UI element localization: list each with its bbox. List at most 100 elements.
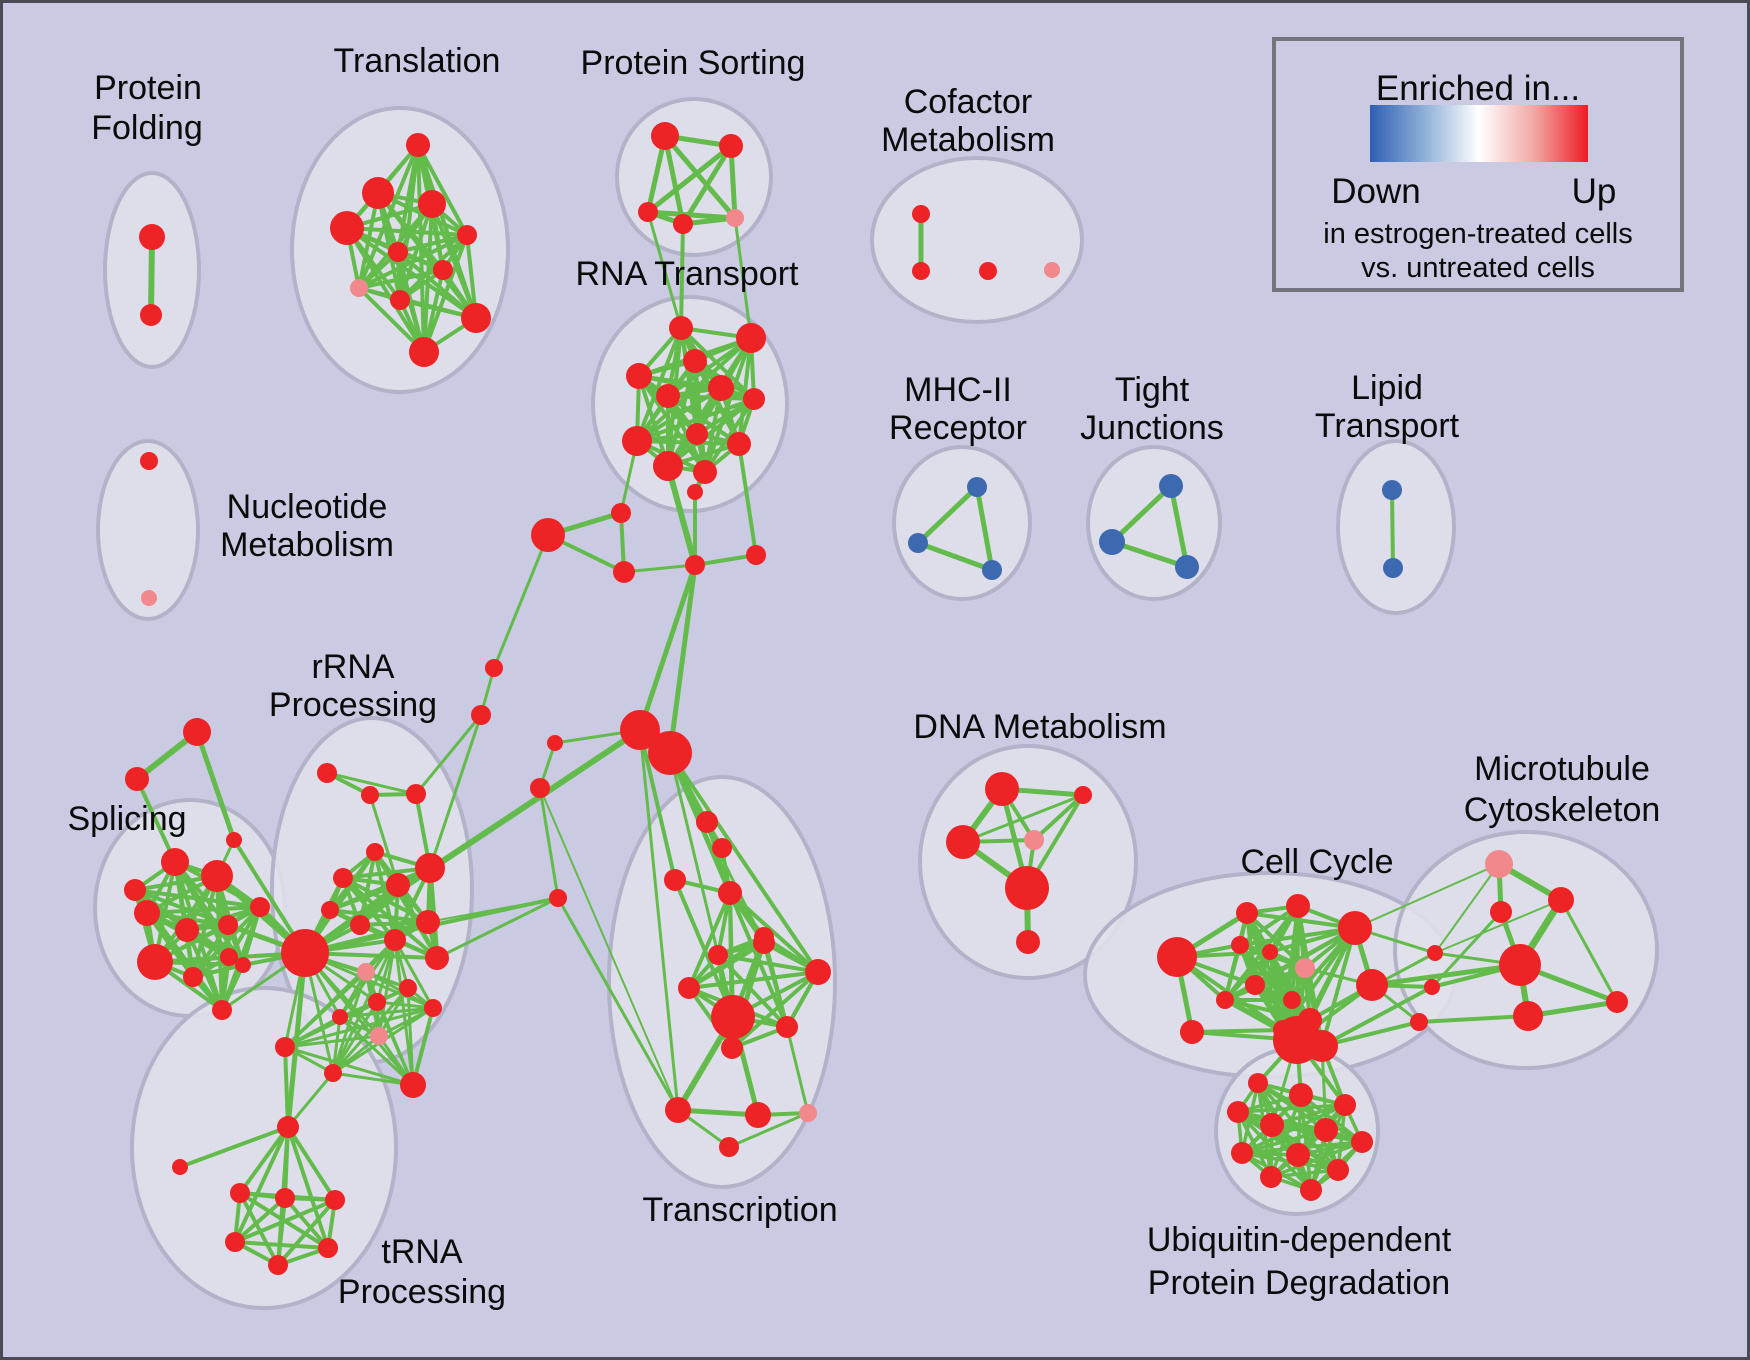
splicing-node-8[interactable] (175, 918, 199, 942)
rrna-processing-node-21[interactable] (425, 946, 449, 970)
ubiquitin-degradation-node-2[interactable] (1334, 1094, 1356, 1116)
rrna-processing-node-17[interactable] (370, 1027, 388, 1045)
mhc-ii-receptor-node-0[interactable] (967, 477, 987, 497)
microtubule-cytoskeleton-node-5[interactable] (1606, 991, 1628, 1013)
tight-junctions-node-2[interactable] (1175, 555, 1199, 579)
rrna-processing-node-7[interactable] (321, 901, 339, 919)
cell-cycle-node-17[interactable] (1424, 979, 1440, 995)
translation-node-10[interactable] (409, 337, 439, 367)
cell-cycle-node-5[interactable] (1295, 958, 1315, 978)
tight-junctions-node-0[interactable] (1159, 474, 1183, 498)
splicing-node-14[interactable] (212, 1000, 232, 1020)
cell-cycle-node-7[interactable] (1262, 944, 1278, 960)
transcription-node-2[interactable] (805, 959, 831, 985)
microtubule-cytoskeleton-node-2[interactable] (1490, 901, 1512, 923)
splicing-node-5[interactable] (201, 860, 233, 892)
transcription-node-3[interactable] (678, 977, 700, 999)
rna-transport-node-6[interactable] (743, 388, 765, 410)
ubiquitin-degradation-node-5[interactable] (1314, 1118, 1338, 1142)
connectors-node-2[interactable] (531, 518, 565, 552)
dna-metabolism-node-0[interactable] (985, 772, 1019, 806)
cell-cycle-node-1[interactable] (1180, 1020, 1204, 1044)
rna-transport-node-10[interactable] (653, 451, 683, 481)
rrna-processing-node-1[interactable] (361, 786, 379, 804)
rna-transport-node-7[interactable] (622, 426, 652, 456)
connectors-node-1[interactable] (611, 503, 631, 523)
tight-junctions-node-1[interactable] (1099, 529, 1125, 555)
connectors-node-6[interactable] (620, 710, 660, 750)
trna-processing-node-7[interactable] (268, 1255, 288, 1275)
transcription-node-5[interactable] (776, 1016, 798, 1038)
transcription-node-15[interactable] (754, 927, 774, 947)
cell-cycle-node-4[interactable] (1338, 911, 1372, 945)
rrna-processing-node-3[interactable] (366, 843, 384, 861)
microtubule-cytoskeleton-node-1[interactable] (1548, 887, 1574, 913)
rna-transport-node-11[interactable] (693, 460, 717, 484)
protein-folding-node-1[interactable] (140, 304, 162, 326)
ubiquitin-degradation-node-3[interactable] (1227, 1101, 1249, 1123)
transcription-node-12[interactable] (712, 838, 732, 858)
dna-metabolism-node-1[interactable] (1074, 786, 1092, 804)
microtubule-cytoskeleton-node-0[interactable] (1485, 850, 1513, 878)
translation-node-3[interactable] (330, 211, 364, 245)
trna-processing-node-0[interactable] (277, 1116, 299, 1138)
connectors-node-10[interactable] (549, 889, 567, 907)
rrna-processing-node-11[interactable] (416, 910, 440, 934)
translation-node-4[interactable] (457, 225, 477, 245)
transcription-node-6[interactable] (721, 1037, 743, 1059)
protein-sorting-node-0[interactable] (651, 122, 679, 150)
connectors-node-4[interactable] (685, 555, 705, 575)
protein-sorting-node-4[interactable] (726, 209, 744, 227)
ubiquitin-degradation-node-1[interactable] (1289, 1083, 1313, 1107)
rna-transport-node-0[interactable] (669, 316, 693, 340)
rna-transport-node-1[interactable] (736, 323, 766, 353)
cell-cycle-node-6[interactable] (1231, 936, 1249, 954)
transcription-node-4[interactable] (711, 995, 755, 1039)
rrna-processing-node-18[interactable] (275, 1037, 295, 1057)
transcription-node-9[interactable] (799, 1104, 817, 1122)
mhc-ii-receptor-node-1[interactable] (908, 533, 928, 553)
dna-metabolism-node-3[interactable] (1024, 830, 1044, 850)
rrna-processing-node-2[interactable] (406, 784, 426, 804)
protein-folding-node-0[interactable] (139, 224, 165, 250)
transcription-node-10[interactable] (719, 1137, 739, 1157)
cell-cycle-node-10[interactable] (1216, 991, 1234, 1009)
mhc-ii-receptor-node-2[interactable] (982, 560, 1002, 580)
ubiquitin-degradation-node-0[interactable] (1248, 1073, 1268, 1093)
transcription-node-13[interactable] (718, 881, 742, 905)
protein-sorting-node-3[interactable] (673, 214, 693, 234)
trna-processing-node-2[interactable] (230, 1183, 250, 1203)
rrna-processing-node-16[interactable] (332, 1009, 348, 1025)
rna-transport-node-3[interactable] (626, 363, 652, 389)
translation-node-7[interactable] (350, 279, 368, 297)
cell-cycle-node-9[interactable] (1283, 991, 1301, 1009)
splicing-node-3[interactable] (134, 900, 160, 926)
translation-node-9[interactable] (461, 303, 491, 333)
connectors-node-12[interactable] (471, 705, 491, 725)
cell-cycle-node-0[interactable] (1157, 937, 1197, 977)
translation-node-6[interactable] (433, 260, 453, 280)
cell-cycle-node-2[interactable] (1236, 902, 1258, 924)
dna-metabolism-node-4[interactable] (1005, 866, 1049, 910)
translation-node-2[interactable] (418, 190, 446, 218)
ubiquitin-degradation-node-4[interactable] (1260, 1113, 1284, 1137)
ubiquitin-degradation-node-6[interactable] (1351, 1131, 1373, 1153)
rrna-processing-node-9[interactable] (281, 929, 329, 977)
splicing-node-11[interactable] (183, 967, 203, 987)
protein-sorting-node-1[interactable] (719, 134, 743, 158)
cell-cycle-node-15[interactable] (1306, 1030, 1338, 1062)
microtubule-cytoskeleton-node-3[interactable] (1499, 944, 1541, 986)
transcription-node-7[interactable] (665, 1097, 691, 1123)
trna-processing-node-3[interactable] (275, 1188, 295, 1208)
rrna-processing-node-0[interactable] (317, 763, 337, 783)
translation-node-5[interactable] (388, 242, 408, 262)
nucleotide-metabolism-node-0[interactable] (140, 452, 158, 470)
connectors-node-5[interactable] (746, 545, 766, 565)
cell-cycle-node-18[interactable] (1410, 1013, 1428, 1031)
rna-transport-node-9[interactable] (727, 432, 751, 456)
trna-processing-node-6[interactable] (318, 1238, 338, 1258)
trna-processing-node-4[interactable] (325, 1190, 345, 1210)
dna-metabolism-node-5[interactable] (1016, 930, 1040, 954)
rrna-processing-node-4[interactable] (333, 868, 353, 888)
connectors-node-3[interactable] (613, 561, 635, 583)
